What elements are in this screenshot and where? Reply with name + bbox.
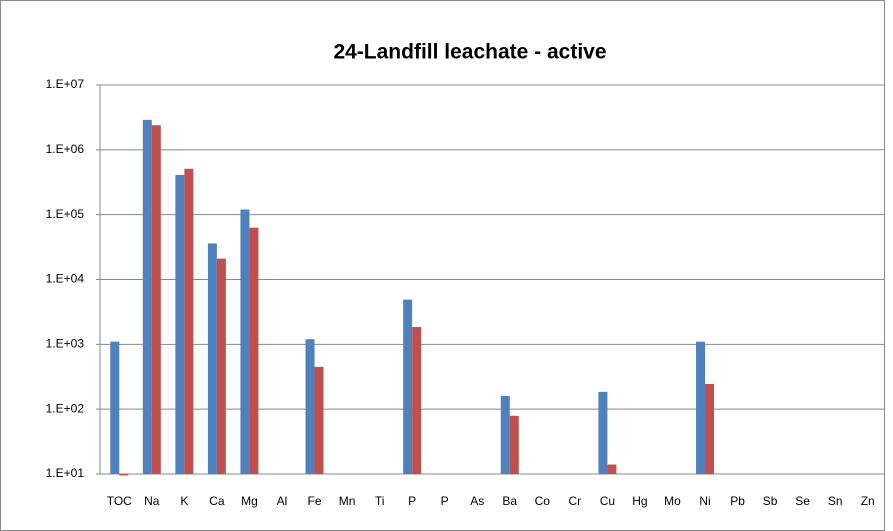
x-tick-label: P [408, 494, 416, 508]
x-tick-label: Mg [241, 494, 258, 508]
x-tick-label: Pb [730, 494, 745, 508]
bar [142, 119, 152, 475]
y-tick-label: 1.E+04 [46, 272, 85, 286]
bar [598, 391, 608, 474]
x-tick-label: Ca [209, 494, 225, 508]
bar [207, 243, 217, 474]
bar [403, 299, 413, 474]
bar [184, 168, 194, 474]
bar [119, 474, 129, 476]
bar [305, 339, 315, 474]
x-tick-label: Zn [861, 494, 875, 508]
x-tick-label: Cr [569, 494, 582, 508]
x-tick-label: Co [535, 494, 551, 508]
x-tick-label: K [180, 494, 188, 508]
x-tick-label: Se [795, 494, 810, 508]
x-tick-label: Ba [502, 494, 517, 508]
x-tick-label: Sb [763, 494, 778, 508]
x-tick-label: Ti [375, 494, 385, 508]
x-tick-label: Ni [699, 494, 710, 508]
y-tick-label: 1.E+06 [46, 142, 85, 156]
y-tick-label: 1.E+05 [46, 207, 85, 221]
y-tick-label: 1.E+02 [46, 401, 85, 415]
bar [240, 209, 250, 474]
x-tick-label: As [470, 494, 484, 508]
bar [696, 341, 706, 474]
bar [705, 383, 715, 474]
bar [314, 366, 324, 474]
bar [151, 125, 161, 474]
y-tick-label: 1.E+03 [46, 337, 85, 351]
bar [412, 327, 422, 474]
x-tick-label: Cu [600, 494, 615, 508]
bar [216, 258, 226, 474]
x-tick-label: Sn [828, 494, 843, 508]
chart-title: 24-Landfill leachate - active [333, 41, 606, 64]
bar [110, 341, 120, 474]
x-tick-label: Al [277, 494, 288, 508]
bar [249, 227, 259, 474]
bar [607, 464, 617, 474]
x-tick-label: Fe [308, 494, 322, 508]
x-tick-label: Mo [664, 494, 681, 508]
x-tick-label: Na [144, 494, 160, 508]
x-tick-label: P [441, 494, 449, 508]
y-tick-label: 1.E+01 [46, 466, 85, 480]
x-tick-label: Mn [339, 494, 356, 508]
y-tick-label: 1.E+07 [46, 77, 85, 91]
bar [509, 415, 519, 474]
bar [500, 395, 510, 474]
x-tick-label: TOC [107, 494, 132, 508]
x-tick-label: Hg [632, 494, 647, 508]
bar [175, 174, 185, 474]
